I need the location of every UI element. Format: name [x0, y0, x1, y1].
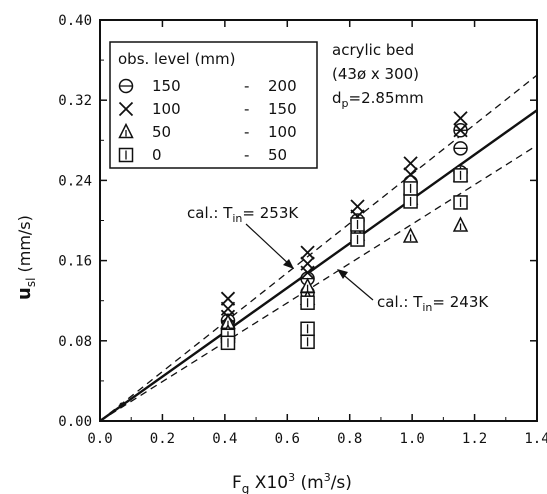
y-tick-label: 0.32: [58, 93, 92, 109]
y-tick-label: 0.24: [58, 173, 92, 189]
marker-x-b: [350, 199, 365, 214]
legend-from: 100: [152, 100, 181, 118]
annotation-243: cal.: Tin= 243K: [337, 269, 489, 314]
y-tick-label: 0.40: [58, 13, 92, 29]
origin-dot: [119, 402, 125, 408]
legend-to: 200: [268, 77, 297, 95]
legend-box: [109, 41, 318, 169]
legend-dash: -: [244, 100, 249, 118]
data-point-x: [453, 123, 468, 138]
marker-x-b: [118, 101, 134, 117]
bed-info-dp-sub: p: [342, 97, 349, 110]
marker-x-b: [220, 291, 236, 306]
bed-info-dp-value: =2.85mm: [349, 89, 424, 107]
legend-marker-circle-bar: [118, 78, 134, 94]
annotation-253-text: cal.: Tin= 253K: [187, 204, 299, 225]
data-point-square-bar: [300, 295, 315, 310]
y-tick-label: 0.00: [58, 414, 92, 430]
data-point-x: [220, 291, 236, 306]
annotation-253-arrowhead: [283, 259, 294, 269]
data-point-x: [453, 111, 468, 126]
data-point-square-bar: [300, 334, 315, 350]
data-point-square-bar: [300, 321, 315, 337]
marker-x-b: [300, 245, 315, 260]
bed-info-line3: dp=2.85mm: [332, 89, 424, 110]
data-point-square-bar: [403, 194, 418, 209]
data-point-square-bar: [350, 232, 365, 247]
data-point-x: [300, 265, 315, 280]
marker-x-b: [403, 156, 418, 171]
legend-to: 100: [268, 123, 297, 141]
data-point-square-bar: [403, 181, 418, 196]
data-point-x: [403, 167, 418, 182]
x-tick-label: 1.2: [462, 431, 487, 447]
bed-info-dp: d: [332, 89, 342, 107]
x-tick-label: 1.0: [399, 431, 424, 447]
annotation-243-arrowhead: [337, 269, 348, 279]
bed-info: acrylic bed (43ø x 300) dp=2.85mm: [332, 41, 424, 110]
x-tick-label: 0.4: [212, 431, 237, 447]
data-point-circle-bar: [453, 141, 468, 156]
annotation-253: cal.: Tin= 253K: [187, 204, 299, 269]
legend-marker-square-bar: [118, 147, 134, 163]
calc-line-1: [99, 74, 538, 422]
legend: obs. level (mm) 150 - 200 100 - 150 50 - 100 0 - 50: [109, 41, 318, 169]
data-point-triangle-bar: [452, 216, 469, 232]
legend-dash: -: [244, 77, 249, 95]
marker-x-b: [300, 265, 315, 280]
annotation-253-arrow: [245, 223, 292, 267]
annotation-243-text: cal.: Tin= 243K: [377, 293, 489, 314]
data-point-square-bar: [220, 335, 236, 351]
y-axis-label: usl (mm/s): [14, 215, 38, 300]
x-tick-label: 0.6: [275, 431, 300, 447]
marker-x-b: [453, 111, 468, 126]
bed-info-line2: (43ø x 300): [332, 65, 419, 83]
data-point-x: [350, 199, 365, 214]
data-point-triangle-bar: [402, 227, 419, 243]
bed-info-line1: acrylic bed: [332, 41, 414, 59]
data-point-square-bar: [453, 195, 468, 210]
x-tick-label: 0.8: [337, 431, 362, 447]
legend-to: 50: [268, 146, 287, 164]
points-layer: [220, 111, 469, 351]
legend-dash: -: [244, 123, 249, 141]
data-point-square-bar: [453, 168, 468, 183]
data-point-x: [403, 156, 418, 171]
x-tick-label: 1.4: [524, 431, 547, 447]
legend-from: 150: [152, 77, 181, 95]
marker-x-b: [403, 167, 418, 182]
y-tick-label: 0.08: [58, 334, 92, 350]
data-point-x: [300, 245, 315, 260]
calc-line-2: [99, 144, 538, 422]
lines-layer: [99, 74, 538, 422]
legend-dash: -: [244, 146, 249, 164]
marker-x-b: [453, 123, 468, 138]
legend-marker-x: [118, 101, 134, 117]
x-tick-label: 0.2: [150, 431, 175, 447]
legend-from: 0: [152, 146, 162, 164]
annotation-243-arrow: [339, 271, 374, 301]
y-tick-label: 0.16: [58, 254, 92, 270]
legend-marker-triangle-bar: [118, 122, 134, 139]
legend-from: 50: [152, 123, 171, 141]
axes-layer: 0.0 0.2 0.4 0.6 0.8 1.0 1.2 1.4 0.00 0.08 0.16 0.24…: [58, 13, 547, 447]
legend-header: obs. level (mm): [118, 50, 235, 68]
legend-to: 150: [268, 100, 297, 118]
data-point-square-bar: [350, 217, 365, 232]
x-tick-label: 0.0: [87, 431, 112, 447]
fit-line: [99, 109, 538, 422]
x-axis-label: Fg X103 (m3/s): [232, 471, 352, 494]
